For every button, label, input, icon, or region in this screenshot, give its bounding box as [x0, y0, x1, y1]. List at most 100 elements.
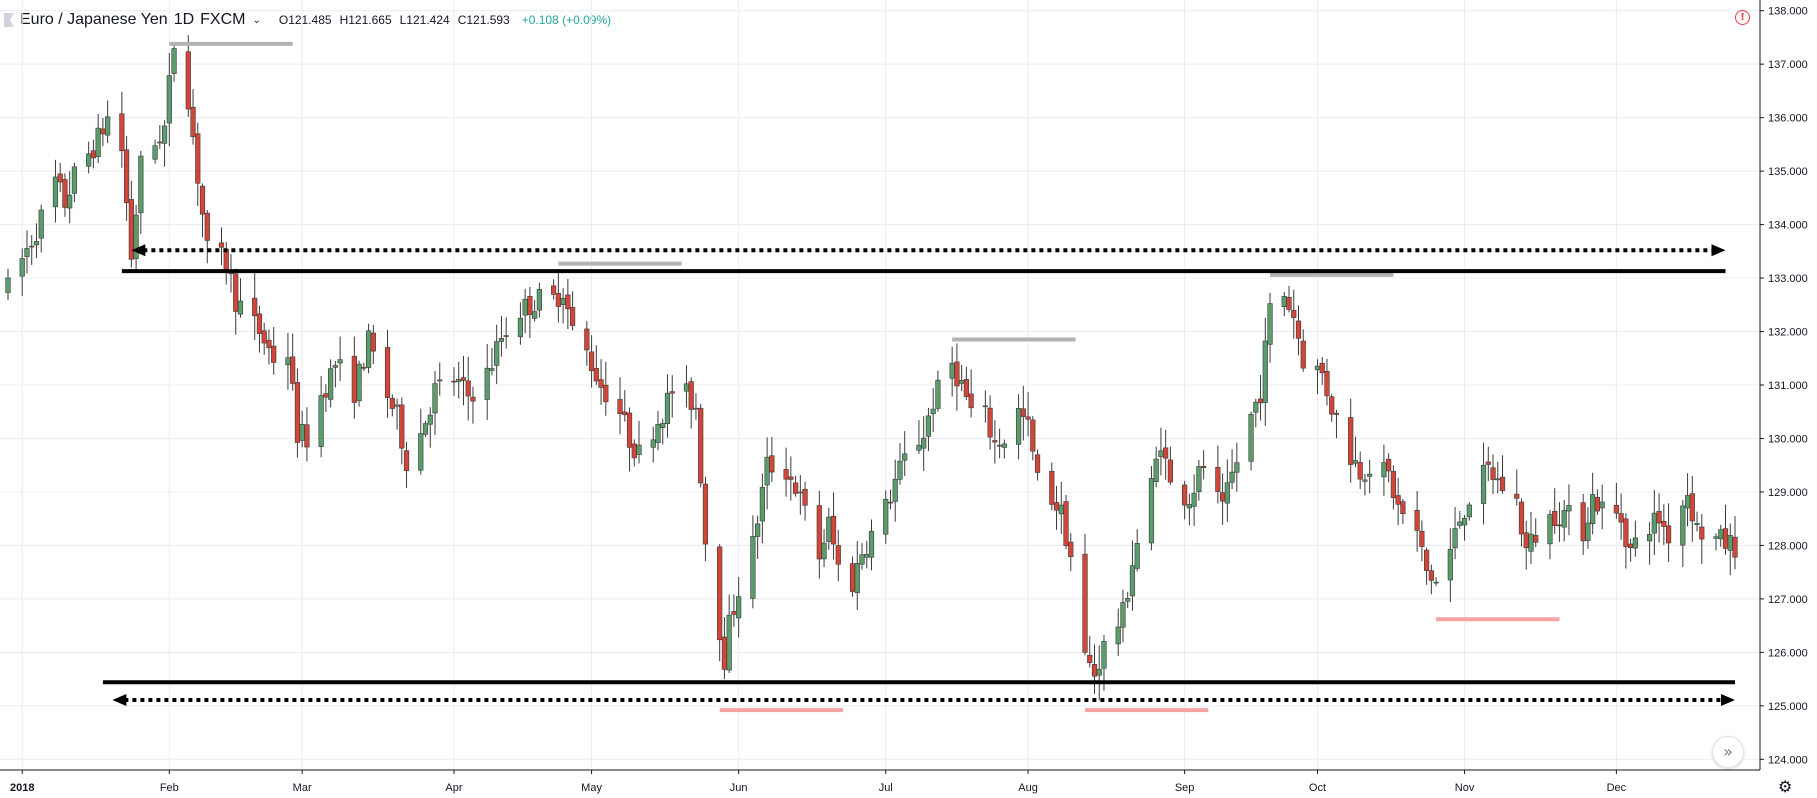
candle-body [1547, 514, 1553, 545]
alert-icon[interactable]: ! [1735, 10, 1750, 25]
candle-body [1319, 362, 1325, 374]
candle-body [797, 491, 803, 494]
candle-body [1229, 471, 1235, 483]
candle-body [351, 355, 357, 403]
candle-body [1362, 479, 1368, 482]
candle-body [1414, 509, 1420, 531]
scroll-right-icon[interactable]: » [1712, 736, 1744, 768]
candle-body [1699, 526, 1705, 540]
chevron-down-icon[interactable]: ⌄ [252, 14, 261, 26]
candle-body [1129, 565, 1136, 597]
candle-body [394, 404, 400, 407]
candle-body [161, 125, 168, 144]
candle-body [1684, 495, 1691, 509]
candle-body [1196, 466, 1202, 493]
ohlc-low: L121.424 [399, 13, 450, 27]
candle-body [702, 483, 709, 545]
price-tick-label: 129.000 [1768, 487, 1808, 499]
price-tick-label: 131.000 [1768, 380, 1808, 392]
candle-body [1556, 524, 1563, 527]
gear-icon[interactable]: ⚙ [1778, 777, 1793, 796]
candle-body [252, 297, 258, 317]
arrow-left-icon [131, 244, 146, 257]
symbol-name[interactable]: Euro / Japanese Yen [20, 11, 168, 28]
candle-body [5, 277, 11, 293]
candle-body [1125, 598, 1131, 602]
candle-body [1514, 493, 1520, 499]
candle-body [1599, 501, 1605, 509]
candle-body [100, 128, 106, 135]
candle-body [503, 335, 509, 337]
candle-body [95, 127, 101, 158]
candle-body [19, 258, 25, 277]
candle-body [631, 443, 637, 459]
candle-body [854, 563, 860, 594]
candle-body [1428, 570, 1434, 581]
candle-body [1134, 542, 1140, 569]
candle-body [152, 145, 158, 160]
candle-body [1490, 467, 1496, 480]
candle-body [1381, 462, 1387, 478]
price-tick-label: 130.000 [1768, 433, 1808, 445]
candle-body [792, 482, 799, 494]
candle-body [1722, 528, 1729, 549]
candle-body [1485, 461, 1491, 465]
candle-body [1594, 497, 1601, 512]
candle-body [1101, 641, 1107, 669]
candle-body [565, 294, 571, 310]
candle-body [71, 166, 78, 194]
candle-body [830, 515, 837, 545]
candle-body [456, 379, 462, 382]
candle-body [1091, 664, 1098, 677]
candle-body [1632, 537, 1638, 549]
candle-body [959, 380, 965, 384]
candle-body [1499, 476, 1506, 492]
candle-body [688, 381, 694, 410]
candle-body [935, 379, 941, 409]
candle-body [997, 444, 1003, 447]
candle-body [1063, 501, 1069, 546]
candle-body [1348, 417, 1354, 465]
candle-body [598, 379, 604, 388]
candle-body [33, 241, 40, 246]
candle-body [655, 423, 661, 443]
time-tick-label: 2018 [10, 782, 34, 794]
candle-body [57, 173, 63, 183]
candle-body [1727, 535, 1733, 551]
candle-body [337, 359, 343, 364]
candle-body [437, 379, 443, 382]
ohlc-open: O121.485 [278, 13, 332, 27]
candle-body [1186, 504, 1192, 509]
candle-body [1257, 398, 1264, 404]
candle-body [731, 611, 737, 615]
candle-body [992, 440, 998, 443]
candle-body [266, 339, 272, 349]
candle-body [1191, 492, 1197, 507]
candle-body [332, 365, 338, 368]
candle-body [892, 478, 898, 502]
candle-body [1523, 532, 1529, 549]
candle-body [24, 248, 30, 257]
candle-body [949, 362, 955, 379]
candle-body [1357, 462, 1363, 480]
candle-body [1253, 401, 1259, 413]
price-change: +0.108 (+0.09%) [521, 13, 612, 27]
exchange-label[interactable]: FXCM [200, 11, 246, 28]
candle-body [1295, 320, 1302, 339]
candle-body [1566, 505, 1572, 512]
candle-body [356, 363, 362, 402]
candle-body [588, 351, 595, 372]
candle-body [361, 366, 367, 369]
candle-body [1386, 458, 1392, 472]
candle-body [902, 453, 908, 461]
candle-body [1447, 548, 1453, 581]
candle-body [593, 368, 599, 382]
candle-body [1219, 492, 1226, 502]
flag-icon[interactable] [4, 13, 14, 27]
candle-body [569, 307, 576, 326]
candle-body [470, 396, 476, 402]
price-tick-label: 135.000 [1768, 166, 1808, 178]
interval-label[interactable]: 1D [173, 11, 195, 28]
candle-body [1352, 460, 1359, 464]
